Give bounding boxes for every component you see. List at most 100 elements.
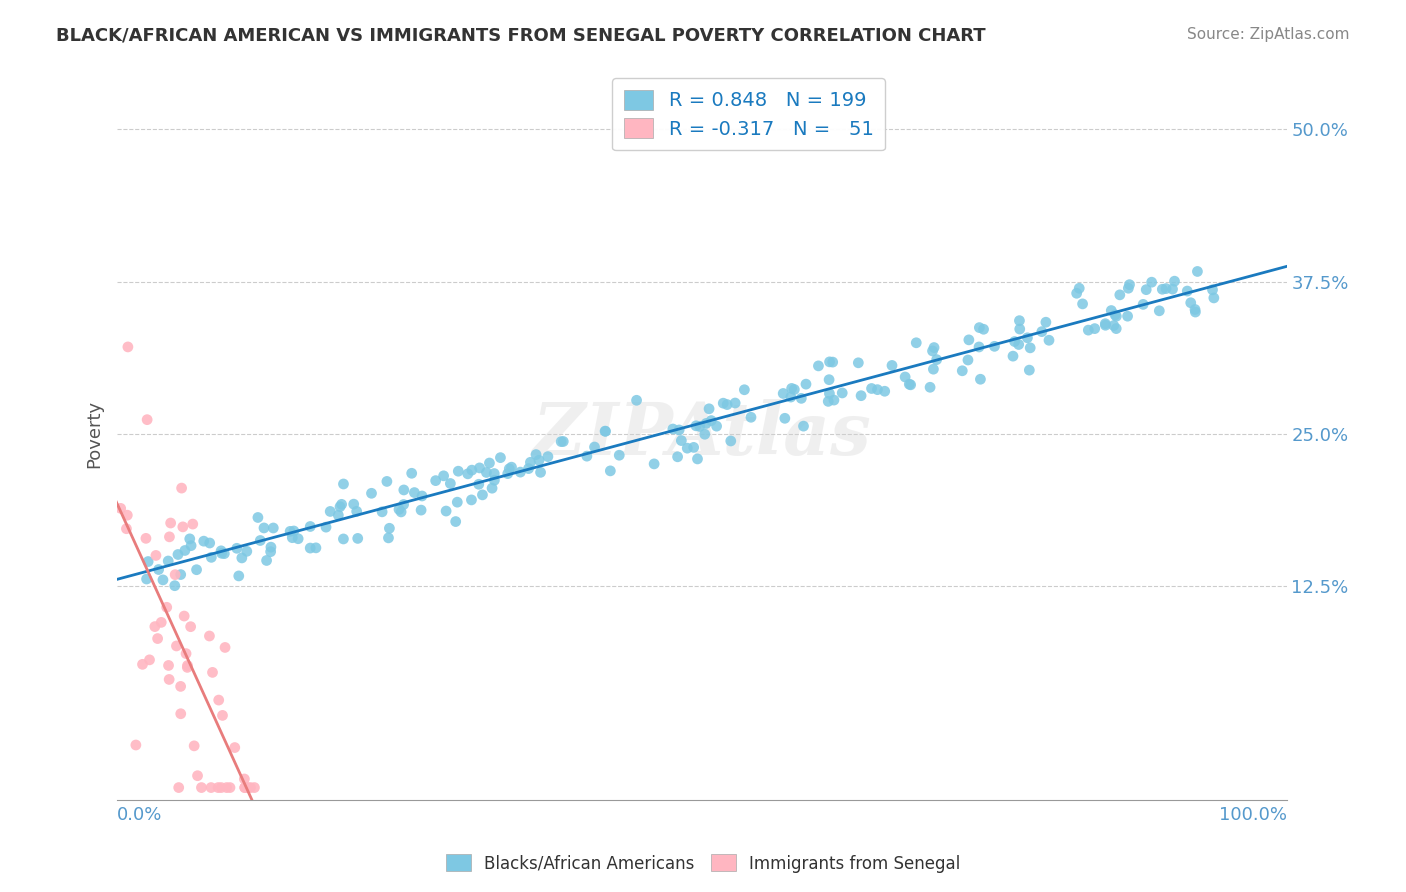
Point [1175, 284, 1198, 298]
Point [404, 485, 426, 500]
Point [682, 441, 704, 455]
Point [1105, 321, 1128, 335]
Point [519, 455, 541, 469]
Point [1184, 305, 1206, 319]
Point [1008, 337, 1031, 351]
Point [484, 467, 506, 481]
Point [484, 473, 506, 487]
Point [228, 569, 250, 583]
Point [110, 501, 132, 516]
Point [1035, 315, 1057, 329]
Point [1038, 333, 1060, 347]
Point [224, 740, 246, 755]
Point [489, 450, 512, 465]
Point [157, 554, 180, 568]
Text: BLACK/AFRICAN AMERICAN VS IMMIGRANTS FROM SENEGAL POVERTY CORRELATION CHART: BLACK/AFRICAN AMERICAN VS IMMIGRANTS FRO… [56, 27, 986, 45]
Point [214, 640, 236, 655]
Point [779, 390, 801, 404]
Point [330, 497, 353, 511]
Point [716, 398, 738, 412]
Point [920, 380, 942, 394]
Point [219, 780, 242, 795]
Point [198, 536, 221, 550]
Point [823, 393, 845, 408]
Point [607, 448, 630, 462]
Point [411, 489, 433, 503]
Point [1069, 281, 1091, 295]
Point [468, 477, 491, 491]
Point [790, 392, 813, 406]
Point [150, 615, 173, 630]
Point [239, 780, 262, 795]
Point [537, 450, 560, 464]
Point [143, 619, 166, 633]
Point [278, 524, 301, 539]
Point [1184, 302, 1206, 317]
Point [969, 320, 991, 334]
Point [170, 706, 193, 721]
Point [780, 381, 803, 395]
Point [138, 653, 160, 667]
Point [817, 394, 839, 409]
Point [529, 466, 551, 480]
Point [172, 520, 194, 534]
Point [773, 411, 796, 425]
Point [1004, 334, 1026, 349]
Point [818, 373, 841, 387]
Point [170, 567, 193, 582]
Point [509, 465, 531, 479]
Point [180, 620, 202, 634]
Point [880, 359, 903, 373]
Point [956, 353, 979, 368]
Point [136, 555, 159, 569]
Point [209, 544, 232, 558]
Point [163, 579, 186, 593]
Point [401, 467, 423, 481]
Point [593, 424, 616, 438]
Point [233, 780, 256, 795]
Point [315, 520, 337, 534]
Point [346, 532, 368, 546]
Point [181, 517, 204, 532]
Point [117, 508, 139, 523]
Point [260, 540, 283, 554]
Point [922, 341, 945, 355]
Point [983, 339, 1005, 353]
Point [967, 340, 990, 354]
Point [973, 322, 995, 336]
Point [818, 386, 841, 401]
Point [689, 419, 711, 434]
Point [281, 531, 304, 545]
Point [186, 563, 208, 577]
Point [643, 457, 665, 471]
Point [165, 567, 187, 582]
Point [389, 505, 412, 519]
Point [724, 396, 747, 410]
Point [720, 434, 742, 448]
Point [159, 516, 181, 530]
Point [225, 541, 247, 556]
Point [1180, 295, 1202, 310]
Point [481, 481, 503, 495]
Point [873, 384, 896, 399]
Point [388, 502, 411, 516]
Point [1102, 318, 1125, 333]
Point [1099, 303, 1122, 318]
Point [527, 453, 550, 467]
Point [215, 780, 238, 795]
Point [496, 467, 519, 481]
Point [332, 532, 354, 546]
Point [259, 544, 281, 558]
Point [772, 386, 794, 401]
Point [821, 355, 844, 369]
Point [170, 481, 193, 495]
Point [256, 553, 278, 567]
Point [447, 464, 470, 478]
Point [1135, 283, 1157, 297]
Point [148, 562, 170, 576]
Point [1152, 282, 1174, 296]
Point [136, 412, 159, 426]
Point [666, 450, 689, 464]
Point [174, 543, 197, 558]
Point [360, 486, 382, 500]
